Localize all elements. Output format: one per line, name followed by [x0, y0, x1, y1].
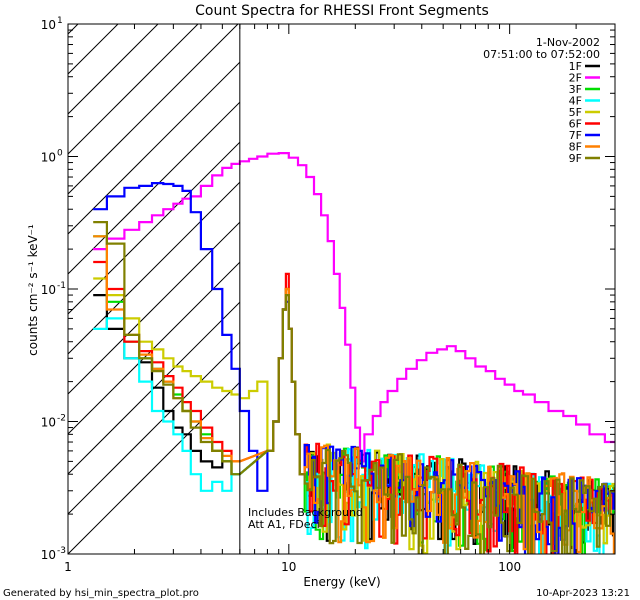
- y-tick-exponent: -2: [57, 414, 66, 424]
- date-label: 1-Nov-2002: [536, 36, 600, 49]
- hatch-line: [68, 261, 240, 435]
- legend-label-3f: 3F: [569, 83, 582, 96]
- time-range-label: 07:51:00 to 07:52:00: [483, 48, 600, 61]
- legend-label-2f: 2F: [569, 72, 582, 85]
- chart-title: Count Spectra for RHESSI Front Segments: [195, 3, 489, 19]
- hatch-line: [68, 61, 240, 235]
- y-tick-exponent: -3: [57, 546, 66, 556]
- y-tick-label: 10: [41, 416, 56, 430]
- y-axis-label: counts cm⁻² s⁻¹ keV⁻¹: [26, 224, 40, 356]
- y-tick-label: 10: [41, 283, 56, 297]
- hatched-attenuator-region: [68, 24, 240, 554]
- hatch-line: [68, 101, 240, 275]
- y-tick-label: 10: [41, 548, 56, 562]
- y-tick-exponent: 0: [57, 149, 63, 159]
- x-tick-label: 10: [281, 560, 296, 574]
- footer-generated-by: Generated by hsi_min_spectra_plot.pro: [3, 588, 199, 599]
- hatch-line: [68, 24, 199, 155]
- x-tick-label: 100: [498, 560, 521, 574]
- legend-label-1f: 1F: [569, 60, 582, 73]
- annotation-background: Includes Background: [248, 506, 363, 519]
- series-layer: [93, 152, 615, 554]
- y-tick-exponent: 1: [57, 16, 63, 26]
- y-tick-exponent: -1: [57, 281, 66, 291]
- legend-label-5f: 5F: [569, 106, 582, 119]
- legend-label-4f: 4F: [569, 95, 582, 108]
- legend-label-7f: 7F: [569, 129, 582, 142]
- legend-label-9f: 9F: [569, 152, 582, 165]
- hatch-line: [68, 24, 239, 195]
- footer-timestamp: 10-Apr-2023 13:21: [536, 588, 630, 599]
- legend-label-6f: 6F: [569, 118, 582, 131]
- legend-label-8f: 8F: [569, 141, 582, 154]
- x-axis-label: Energy (keV): [303, 575, 380, 589]
- hatch-line: [68, 181, 240, 355]
- x-tick-label: 1: [64, 560, 72, 574]
- y-tick-label: 10: [41, 151, 56, 165]
- hatch-line: [68, 381, 240, 554]
- annotation-attenuator: Att A1, FDeci: [248, 518, 320, 531]
- y-tick-label: 10: [41, 18, 56, 32]
- hatch-line: [68, 24, 159, 115]
- hatch-line: [68, 141, 240, 315]
- series-line-2f: [93, 152, 615, 463]
- hatch-line: [68, 341, 240, 515]
- hatch-line: [68, 24, 119, 75]
- series-line-9f: [93, 221, 615, 554]
